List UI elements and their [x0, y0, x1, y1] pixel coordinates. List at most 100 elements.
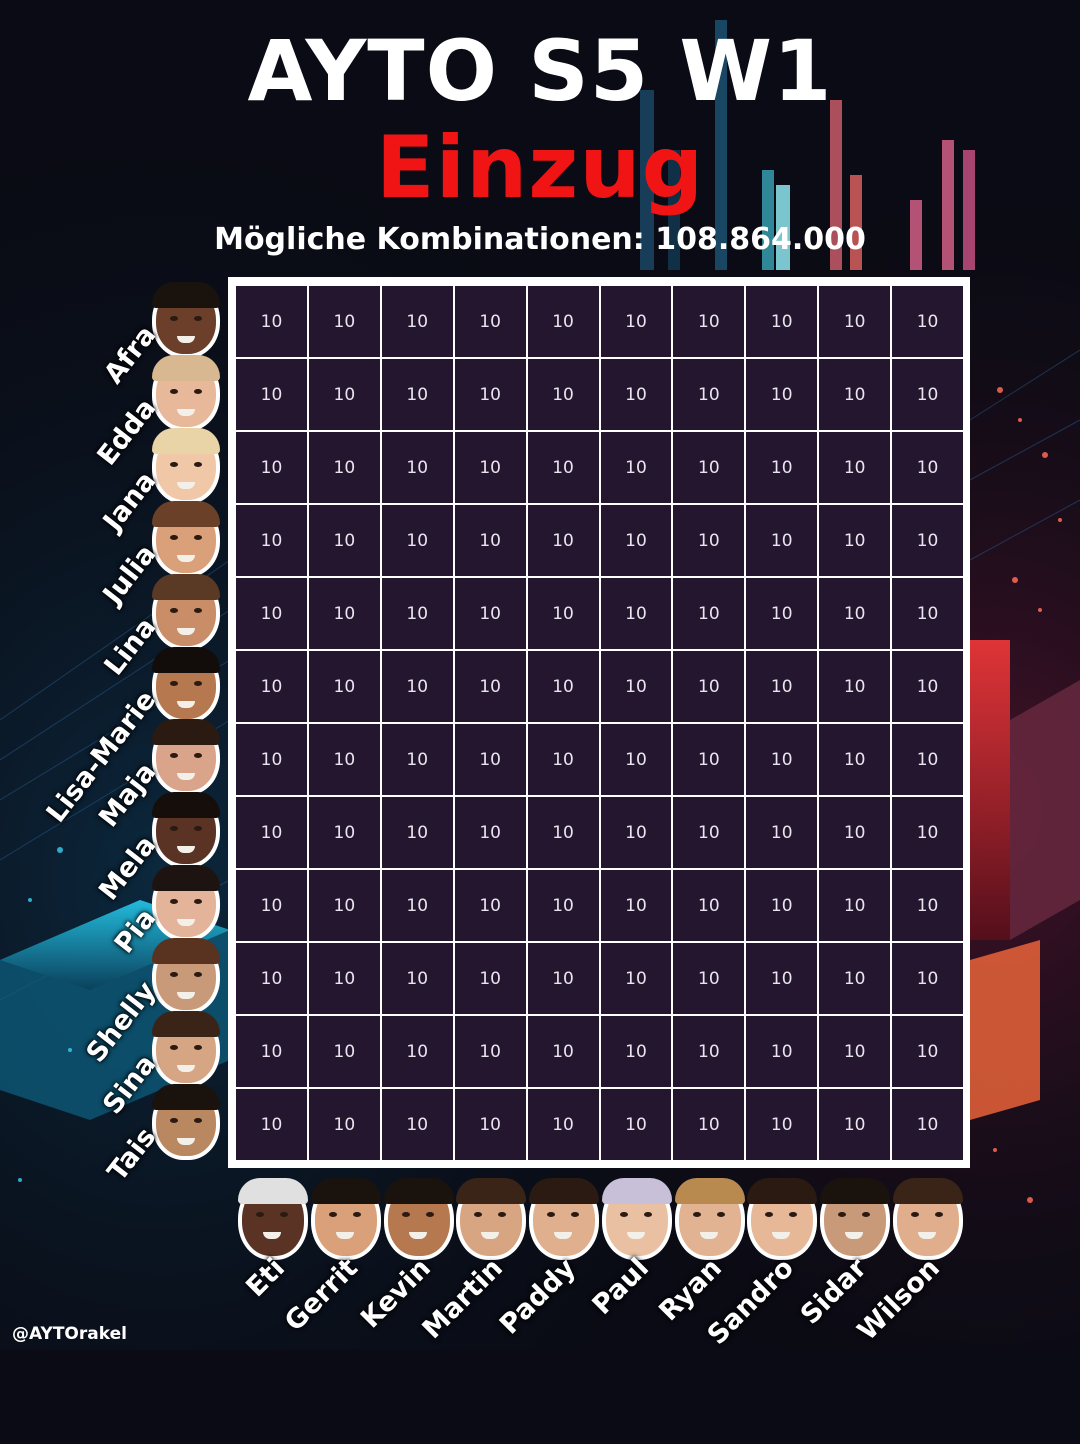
matrix-cell: 10: [308, 724, 380, 795]
matrix-cell: 10: [454, 1089, 526, 1160]
matrix-cell: 10: [236, 286, 307, 357]
matrix-cell: 10: [454, 578, 526, 649]
matrix-cell: 10: [892, 651, 963, 722]
matrix-cell: 10: [673, 651, 745, 722]
matrix-cell: 10: [527, 943, 599, 1014]
matrix-cell: 10: [600, 1016, 672, 1087]
matrix-cell: 10: [673, 1016, 745, 1087]
author-handle: @AYTOrakel: [12, 1324, 127, 1344]
matrix-cell: 10: [308, 870, 380, 941]
matrix-cell: 10: [308, 359, 380, 430]
matrix-cell: 10: [454, 1016, 526, 1087]
matrix-cell: 10: [527, 578, 599, 649]
man-avatar: [601, 1178, 672, 1260]
matrix-cell: 10: [236, 870, 307, 941]
matrix-cell: 10: [673, 724, 745, 795]
matrix-cell: 10: [892, 578, 963, 649]
matrix-cell: 10: [527, 359, 599, 430]
matrix-cell: 10: [454, 359, 526, 430]
combinations-label: Mögliche Kombinationen:: [214, 222, 645, 257]
matrix-cell: 10: [819, 870, 891, 941]
matrix-cell: 10: [746, 1016, 818, 1087]
woman-avatar: [152, 646, 220, 723]
matrix-cell: 10: [454, 432, 526, 503]
woman-avatar: [152, 500, 220, 577]
matrix-cell: 10: [746, 432, 818, 503]
matrix-cell: 10: [527, 797, 599, 868]
man-avatar: [819, 1178, 890, 1260]
matrix-cell: 10: [236, 724, 307, 795]
matrix-cell: 10: [892, 797, 963, 868]
combinations-value: 108.864.000: [655, 222, 866, 257]
woman-avatar: [152, 573, 220, 650]
matrix-cell: 10: [746, 359, 818, 430]
matrix-cell: 10: [381, 724, 453, 795]
matrix-cell: 10: [236, 1016, 307, 1087]
page-title: AYTO S5 W1: [247, 22, 833, 120]
matrix-cell: 10: [746, 870, 818, 941]
matrix-cell: 10: [308, 578, 380, 649]
matrix-cell: 10: [892, 505, 963, 576]
page-subtitle: Einzug: [375, 118, 705, 218]
woman-avatar: [152, 1083, 220, 1160]
matrix-cell: 10: [527, 1089, 599, 1160]
matrix-cell: 10: [892, 943, 963, 1014]
matrix-cell: 10: [746, 651, 818, 722]
man-avatar: [674, 1178, 745, 1260]
matrix-cell: 10: [600, 870, 672, 941]
matrix-cell: 10: [819, 286, 891, 357]
matrix-cell: 10: [236, 651, 307, 722]
matrix-cell: 10: [746, 286, 818, 357]
woman-avatar: [152, 428, 220, 505]
matrix-cell: 10: [673, 870, 745, 941]
matrix-cell: 10: [892, 870, 963, 941]
matrix-cell: 10: [454, 286, 526, 357]
matrix-cell: 10: [236, 1089, 307, 1160]
matrix-cell: 10: [892, 359, 963, 430]
woman-avatar: [152, 792, 220, 869]
matrix-cell: 10: [381, 505, 453, 576]
matrix-cell: 10: [600, 578, 672, 649]
matrix-cell: 10: [746, 724, 818, 795]
matrix-cell: 10: [892, 724, 963, 795]
matrix-cell: 10: [892, 432, 963, 503]
matrix-cell: 10: [454, 724, 526, 795]
matrix-cell: 10: [454, 797, 526, 868]
matrix-cell: 10: [819, 1016, 891, 1087]
matrix-cell: 10: [308, 943, 380, 1014]
matrix-cell: 10: [236, 359, 307, 430]
matrix-cell: 10: [308, 651, 380, 722]
woman-avatar: [152, 355, 220, 432]
matrix-cell: 10: [819, 359, 891, 430]
matrix-cell: 10: [454, 870, 526, 941]
combinations-line: Mögliche Kombinationen: 108.864.000: [0, 222, 1080, 257]
matrix-cell: 10: [673, 943, 745, 1014]
matrix-cell: 10: [746, 797, 818, 868]
man-avatar: [892, 1178, 963, 1260]
matrix-cell: 10: [819, 505, 891, 576]
matrix-cell: 10: [236, 797, 307, 868]
matrix-cell: 10: [600, 797, 672, 868]
matrix-cell: 10: [746, 943, 818, 1014]
matrix-cell: 10: [527, 505, 599, 576]
matrix-cell: 10: [819, 432, 891, 503]
matrix-cell: 10: [527, 286, 599, 357]
woman-avatar: [152, 937, 220, 1014]
matrix-cell: 10: [527, 1016, 599, 1087]
woman-avatar: [152, 282, 220, 359]
matrix-cell: 10: [381, 286, 453, 357]
matrix-cell: 10: [527, 432, 599, 503]
matrix-cell: 10: [819, 943, 891, 1014]
matrix-cell: 10: [892, 286, 963, 357]
man-avatar: [238, 1178, 309, 1260]
matrix-cell: 10: [527, 870, 599, 941]
matrix-cell: 10: [381, 943, 453, 1014]
matrix-cell: 10: [892, 1089, 963, 1160]
woman-avatar: [152, 1010, 220, 1087]
matrix-cell: 10: [381, 1089, 453, 1160]
matrix-cell: 10: [819, 797, 891, 868]
matrix-cell: 10: [381, 578, 453, 649]
man-avatar: [311, 1178, 382, 1260]
matrix-cell: 10: [600, 724, 672, 795]
matrix-cell: 10: [600, 651, 672, 722]
